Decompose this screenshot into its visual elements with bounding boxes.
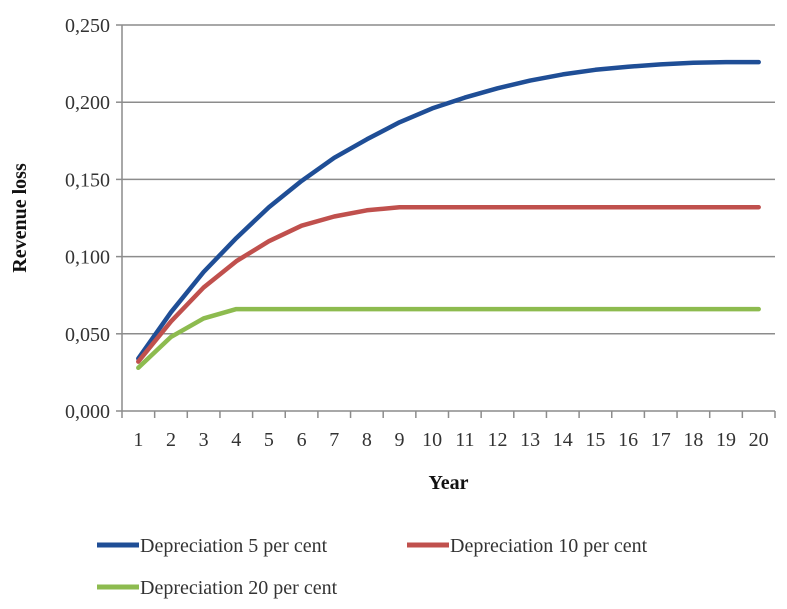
- series-line-3: [136, 306, 761, 371]
- x-tick-label: 4: [231, 429, 241, 451]
- legend-label-2: Depreciation 10 per cent: [450, 535, 648, 557]
- y-tick-labels: 0,000 0,050 0,100 0,150 0,200 0,250: [65, 15, 110, 423]
- series-line-2: [136, 204, 761, 364]
- legend-label-3: Depreciation 20 per cent: [140, 577, 338, 599]
- y-axis-title: Revenue loss: [9, 163, 31, 273]
- y-tick-label: 0,050: [65, 324, 110, 346]
- x-tick-labels: 1 2 3 4 5 6 7 8 9 10 11 12 13 14 15 16 17 18 19 20: [133, 429, 768, 451]
- x-tick-label: 14: [553, 429, 573, 451]
- x-tick-label: 7: [329, 429, 339, 451]
- x-tick-label: 16: [618, 429, 638, 451]
- y-tick-label: 0,000: [65, 401, 110, 423]
- x-tick-label: 5: [264, 429, 274, 451]
- x-tick-label: 17: [651, 429, 671, 451]
- x-tick-label: 12: [487, 429, 507, 451]
- series-line-1: [136, 59, 761, 361]
- x-tick-label: 1: [133, 429, 143, 451]
- x-tick-label: 11: [455, 429, 474, 451]
- y-tick-label: 0,250: [65, 15, 110, 37]
- y-tick-label: 0,100: [65, 247, 110, 269]
- x-tick-label: 3: [199, 429, 209, 451]
- x-tick-label: 6: [297, 429, 307, 451]
- series-lines: [136, 59, 761, 371]
- x-tick-label: 10: [422, 429, 442, 451]
- x-tick-label: 8: [362, 429, 372, 451]
- legend-label-1: Depreciation 5 per cent: [140, 535, 328, 557]
- x-axis-title: Year: [429, 472, 469, 494]
- legend: Depreciation 5 per cent Depreciation 10 p…: [97, 535, 648, 599]
- y-tick-label: 0,200: [65, 92, 110, 114]
- x-tick-label: 9: [395, 429, 405, 451]
- y-tick-label: 0,150: [65, 169, 110, 191]
- x-tick-label: 15: [585, 429, 605, 451]
- x-tick-label: 19: [716, 429, 736, 451]
- x-tick-label: 13: [520, 429, 540, 451]
- x-tick-label: 18: [683, 429, 703, 451]
- gridlines: [122, 24, 775, 335]
- x-tick-label: 2: [166, 429, 176, 451]
- x-tick-label: 20: [749, 429, 769, 451]
- axes: [116, 24, 776, 418]
